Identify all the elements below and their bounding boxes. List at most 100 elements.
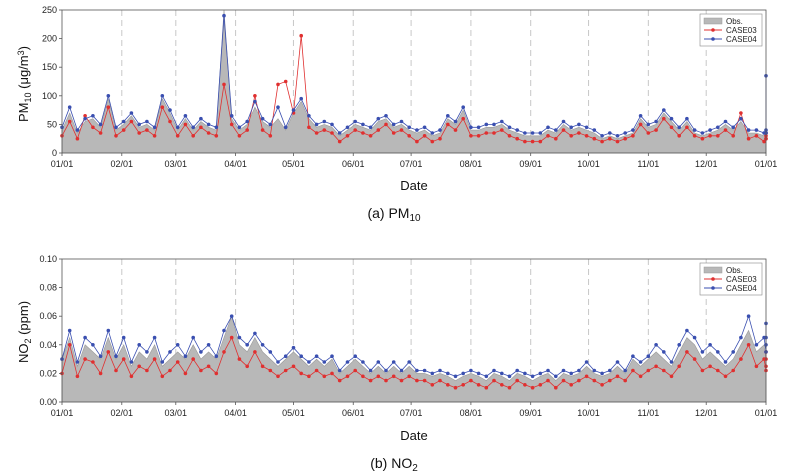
pm10-case04-point	[438, 128, 442, 132]
no2-case04-point	[592, 368, 597, 373]
pm10-case03-point	[623, 136, 627, 141]
pm10-case03-point	[476, 134, 481, 138]
no2-case04-point	[723, 360, 728, 364]
pm10-case04-point	[484, 122, 489, 127]
no2-case04-point	[623, 368, 627, 373]
pm10-case04-point	[237, 125, 242, 130]
no2-x-tick-label: 08/01	[460, 408, 483, 418]
pm10-case04-point	[569, 125, 573, 130]
no2-legend-label: CASE03	[726, 275, 757, 284]
no2-legend-label: Obs.	[726, 266, 743, 275]
pm10-case03-point	[685, 125, 689, 130]
no2-case03-point	[685, 350, 689, 354]
pm10-case03-point	[507, 134, 512, 138]
pm10-case04-point	[554, 128, 558, 132]
pm10-series-case03-line	[61, 35, 767, 143]
pm10-panel-caption: (a) PM10	[367, 205, 421, 224]
no2-case04-point	[685, 328, 689, 333]
no2-case04-point	[584, 360, 589, 364]
no2-case04-point	[515, 368, 519, 373]
no2-case03-point	[608, 378, 612, 383]
pm10-case04-point	[121, 119, 126, 124]
pm10-case04-point	[260, 116, 265, 121]
pm10-y-tick-label: 100	[42, 91, 57, 101]
no2-case03-point	[114, 368, 118, 373]
no2-case04-point	[145, 350, 149, 354]
pm10-plot-area: 0 50 100 150 200 250 01/01 02/01 03/01 04/01 05/01…	[42, 5, 777, 169]
no2-case03-point	[168, 368, 172, 373]
pm10-case04-point	[314, 122, 319, 127]
pm10-case04-point	[291, 108, 296, 112]
no2-caption-main: (b) NO	[370, 455, 412, 471]
no2-case04-point	[754, 343, 759, 347]
pm10-case03-point	[168, 119, 172, 124]
pm10-case03-point	[67, 119, 72, 124]
pm10-legend-label: CASE04	[726, 35, 757, 44]
no2-case04-point	[299, 354, 304, 359]
no2-case03-point	[407, 374, 412, 379]
pm10-case03-point	[121, 128, 126, 132]
no2-case04-point	[229, 314, 234, 319]
pm10-ylabel-post: )	[16, 46, 31, 50]
pm10-case03-point	[276, 82, 280, 87]
no2-case04-point	[160, 360, 165, 364]
no2-case03-point	[83, 357, 87, 361]
pm10-case03-point	[260, 128, 265, 132]
no2-case03-point	[268, 368, 273, 373]
no2-case04-point	[654, 343, 658, 347]
pm10-case04-point	[446, 114, 450, 118]
pm10-case03-point	[692, 134, 697, 138]
pm10-case04-point	[191, 125, 195, 130]
pm10-case03-point	[160, 105, 165, 109]
no2-ylabel-mid: (ppm)	[16, 301, 31, 339]
pm10-case03-point	[152, 134, 157, 138]
no2-case03-point	[554, 385, 558, 390]
pm10-case03-point	[361, 131, 365, 135]
no2-case03-point	[507, 385, 512, 390]
pm10-case04-point	[145, 119, 149, 124]
pm10-case04-point	[391, 122, 396, 127]
no2-case03-point	[677, 364, 681, 369]
pm10-case04-point	[492, 122, 496, 127]
no2-y-tick-label: 0.10	[39, 254, 57, 264]
pm10-series-case04-line	[61, 15, 767, 137]
no2-case04-point	[75, 360, 80, 364]
no2-case04-point	[206, 343, 211, 347]
pm10-case04-point	[98, 122, 103, 127]
pm10-case04-point	[361, 122, 365, 127]
no2-case04-point	[129, 360, 134, 364]
no2-case03-point	[245, 364, 249, 369]
pm10-y-tick-label: 150	[42, 62, 57, 72]
no2-case04-point	[345, 360, 350, 364]
no2-case03-point	[376, 374, 381, 379]
no2-case04-point	[407, 360, 412, 364]
no2-case04-point	[260, 343, 265, 347]
no2-case03-point	[716, 368, 720, 373]
no2-case04-point	[746, 314, 751, 319]
pm10-case04-point	[584, 125, 589, 130]
pm10-case04-point	[754, 128, 759, 132]
pm10-case04-point	[631, 128, 635, 132]
no2-case04-point	[222, 328, 226, 333]
no2-case03-point	[446, 383, 450, 387]
no2-case04-point	[98, 354, 103, 359]
pm10-case03-point	[592, 136, 597, 141]
no2-case03-point	[692, 357, 697, 361]
no2-x-tick-label: 02/01	[111, 408, 134, 418]
pm10-ylabel-sub: 10	[23, 92, 33, 102]
no2-case04-point	[399, 368, 404, 373]
no2-x-tick-label: 12/01	[695, 408, 718, 418]
no2-case03-point	[160, 374, 165, 379]
no2-x-tick-label: 11/01	[637, 408, 659, 418]
no2-case04-point	[476, 371, 481, 376]
no2-case03-point	[67, 343, 72, 347]
no2-x-tick-label: 07/01	[400, 408, 423, 418]
no2-case03-point	[492, 378, 496, 383]
pm10-case03-point	[422, 134, 427, 138]
pm10-case04-point	[469, 125, 473, 130]
no2-case03-point	[91, 360, 95, 364]
pm10-case03-point	[577, 131, 581, 135]
pm10-case04-point	[67, 105, 72, 109]
pm10-series-obs-area	[61, 9, 767, 154]
pm10-case03-point	[399, 128, 404, 132]
